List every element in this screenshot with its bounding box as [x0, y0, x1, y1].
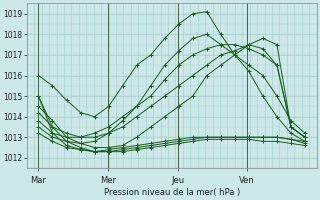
X-axis label: Pression niveau de la mer( hPa ): Pression niveau de la mer( hPa ): [104, 188, 240, 197]
